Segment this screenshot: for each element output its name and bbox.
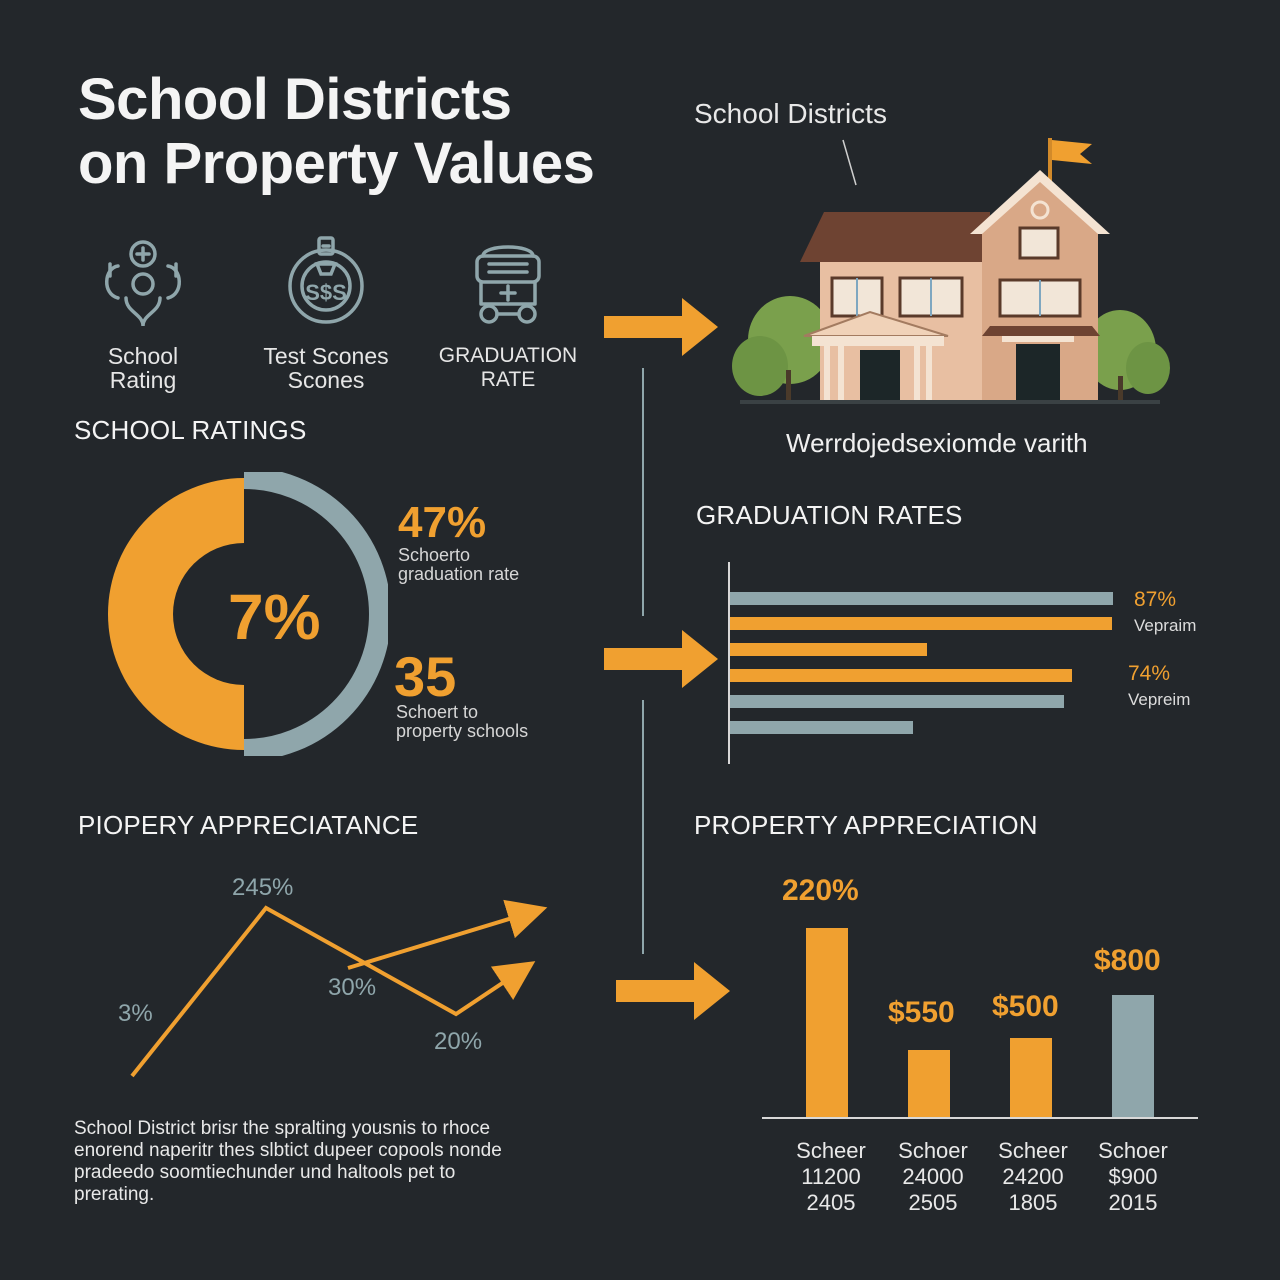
graduation-bar — [730, 669, 1072, 682]
school-rating-caption: School Rating — [53, 344, 233, 392]
icon-caption-line: Test Scones — [263, 343, 389, 369]
title-line-1: School Districts — [78, 67, 512, 132]
line-point-label: 30% — [328, 974, 377, 1001]
school-rating-tile: School Rating — [53, 236, 233, 392]
school-rating-icon — [105, 240, 181, 327]
school-house-illustration — [732, 138, 1170, 404]
graduation-rate-icon — [475, 245, 541, 324]
appreciation-line-chart — [130, 899, 548, 1078]
column-category: Schoer $900 2015 — [1088, 1138, 1178, 1216]
category-line: 24000 — [902, 1164, 964, 1189]
arrow-right-icon — [616, 962, 730, 1020]
appreciation-column-chart — [762, 928, 1198, 1119]
description-text: School District brisr the spralting yous… — [74, 1118, 594, 1206]
donut-center-value: 7% — [228, 581, 321, 653]
icon-caption-line: GRADUATION — [438, 344, 578, 367]
category-line: $900 — [1108, 1164, 1158, 1189]
column-value: $500 — [992, 990, 1059, 1023]
bar-label-sub: Vepreim — [1128, 690, 1191, 709]
category-line: 2505 — [908, 1190, 958, 1215]
graduation-rate-tile: GRADUATION RATE — [418, 238, 598, 392]
stat-caption: Schoerto graduation rate — [398, 546, 519, 584]
appreciation-column — [1010, 1038, 1052, 1118]
appreciation-column — [1112, 995, 1154, 1118]
stat-value: 35 — [394, 645, 457, 708]
category-line: 1805 — [1008, 1190, 1058, 1215]
bar-label-value: 74% — [1128, 662, 1171, 685]
category-line: 2015 — [1108, 1190, 1158, 1215]
category-line: Scheer — [796, 1138, 866, 1163]
divider-line — [642, 368, 644, 616]
stat-caption-line: Schoerto — [398, 545, 471, 565]
column-category: Scheer 11200 2405 — [786, 1138, 876, 1216]
column-category: Scheer 24200 1805 — [988, 1138, 1078, 1216]
icon-caption-line: Scones — [287, 367, 365, 393]
svg-text:S$S: S$S — [305, 280, 347, 305]
graduation-bar — [730, 617, 1112, 630]
icon-caption-line: RATE — [480, 368, 536, 391]
graduation-bar — [730, 721, 913, 734]
graduation-bar — [730, 592, 1113, 605]
appreciation-line — [130, 905, 536, 1078]
donut-slate-ring — [243, 472, 388, 756]
house-caption: Werrdojedsexiomde varith — [786, 428, 1088, 458]
line-point-label: 245% — [232, 874, 294, 901]
appreciation-line — [347, 899, 548, 970]
category-line: 24200 — [1002, 1164, 1064, 1189]
line-point-label: 3% — [118, 1000, 153, 1027]
graduation-bars — [728, 562, 1113, 764]
school-ratings-heading: SCHOOL RATINGS — [74, 415, 307, 445]
column-category: Schoer 24000 2505 — [888, 1138, 978, 1216]
stat-caption-line: Schoert to — [396, 702, 479, 722]
icon-caption-line: Rating — [109, 367, 177, 393]
stat-caption: Schoert to property schools — [396, 703, 528, 741]
test-scores-caption: Test Scones Scones — [236, 344, 416, 392]
icon-caption-line: School — [107, 343, 179, 369]
appreciation-line-heading: PIOPERY APPRECIATANCE — [78, 810, 419, 840]
appreciation-column — [806, 928, 848, 1118]
stat-caption-line: property schools — [396, 721, 529, 741]
graduation-rate-caption: GRADUATION RATE — [418, 344, 598, 392]
appreciation-bars-heading: PROPERTY APPRECIATION — [694, 810, 1038, 840]
column-value: $800 — [1094, 944, 1161, 977]
description-line: School District brisr the spralting yous… — [74, 1118, 491, 1139]
test-scores-tile: S$S Test Scones Scones — [236, 234, 416, 392]
stat-caption-line: graduation rate — [398, 564, 520, 584]
graduation-rates-heading: GRADUATION RATES — [696, 500, 963, 530]
category-line: Scheer — [998, 1138, 1068, 1163]
description-line: prerating. — [74, 1184, 155, 1205]
graduation-bar — [730, 695, 1064, 708]
graduation-bar — [730, 643, 927, 656]
description-line: enorend naperitr thes slbtict dupeer cop… — [74, 1140, 502, 1161]
school-ratings-donut — [108, 472, 388, 756]
page-title: School Districts on Property Values — [78, 68, 678, 196]
divider-line — [642, 700, 644, 954]
bar-label-sub: Vepraim — [1134, 616, 1197, 635]
arrow-right-icon — [604, 630, 718, 688]
column-value: 220% — [782, 874, 859, 907]
category-line: Schoer — [1098, 1138, 1168, 1163]
title-line-2: on Property Values — [78, 131, 595, 196]
line-point-label: 20% — [434, 1028, 483, 1055]
column-value: $550 — [888, 996, 955, 1029]
category-line: 11200 — [801, 1164, 861, 1189]
house-label: School Districts — [694, 98, 887, 129]
category-line: 2405 — [806, 1190, 856, 1215]
stat-value: 47% — [398, 498, 487, 547]
category-line: Schoer — [898, 1138, 968, 1163]
appreciation-column — [908, 1050, 950, 1118]
bar-label-value: 87% — [1134, 588, 1177, 611]
description-line: pradeedo soomtiechunder und haltools pet… — [74, 1162, 456, 1183]
test-scores-icon: S$S — [288, 236, 364, 324]
arrow-right-icon — [604, 298, 718, 356]
